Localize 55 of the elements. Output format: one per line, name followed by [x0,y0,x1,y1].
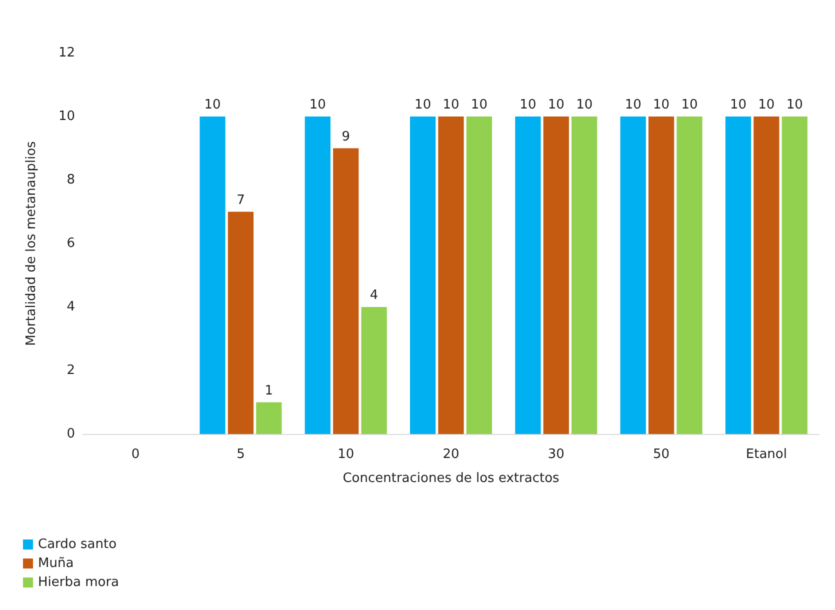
data-label: 10 [470,98,488,112]
x-tick-label: 20 [442,447,460,462]
data-label: 10 [624,98,642,112]
data-label: 10 [576,98,593,112]
data-label: 10 [653,98,670,112]
y-tick-label: 0 [66,426,75,442]
data-label: 10 [520,98,536,112]
bar [648,116,674,434]
bar [725,116,752,434]
y-tick-label: 2 [66,363,75,378]
data-label: 1 [264,383,274,398]
bar [543,116,569,434]
bar [361,307,387,434]
bar [228,212,254,434]
bar [782,116,808,434]
y-tick-label: 6 [66,236,75,251]
bar [333,148,359,434]
data-label: 10 [681,98,698,112]
y-tick-label: 8 [66,172,75,188]
bar [438,116,464,434]
y-tick-label: 10 [58,109,75,124]
bar [572,116,598,434]
x-tick-label: 30 [548,447,564,462]
legend-label: Muña [38,556,74,571]
data-label: 10 [786,98,803,112]
bar [754,116,780,434]
bar [515,116,541,434]
y-tick-label: 4 [66,300,75,314]
bar [676,116,702,434]
y-tick-label: 12 [58,46,75,60]
data-label: 4 [370,288,378,303]
bar [410,116,436,434]
bar [466,116,492,434]
bar [200,116,226,434]
data-label: 9 [342,129,350,144]
data-label: 10 [548,98,564,112]
data-label: 10 [758,98,775,112]
x-tick-label: 5 [236,447,245,462]
legend-label: Hierba mora [38,575,120,590]
x-tick-label: 10 [338,447,354,462]
bar [304,116,330,434]
data-label: 10 [730,98,747,112]
x-tick-label: 0 [131,447,140,462]
x-axis-title: Concentraciones de los extractos [342,471,560,486]
data-label: 10 [442,98,460,112]
data-label: 10 [414,98,432,112]
x-tick-label: 50 [653,447,670,462]
data-label: 10 [204,98,221,112]
bar [620,116,646,434]
legend-label: Cardo santo [38,537,117,552]
data-label: 10 [309,98,326,112]
x-tick-label: Etanol [746,447,787,462]
data-label: 7 [236,192,245,208]
bar [256,402,282,434]
y-axis-title: Mortalidad de los metanauplios [24,140,39,346]
